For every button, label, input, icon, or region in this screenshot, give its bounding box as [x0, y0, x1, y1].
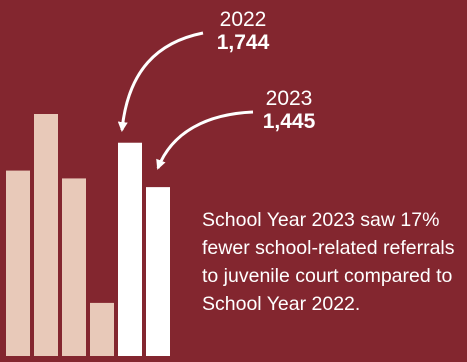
arrow-2023	[156, 110, 254, 170]
arrow-2022	[117, 31, 204, 132]
bar-4	[90, 302, 114, 356]
bar-5	[118, 142, 142, 356]
bar-2	[34, 114, 58, 356]
annotation-2023: 2023 1,445	[256, 87, 322, 133]
bars-group	[6, 114, 170, 356]
annotation-2022-year: 2022	[219, 8, 267, 31]
bar-1	[6, 170, 30, 356]
annotation-2022: 2022 1,744	[210, 8, 276, 54]
caption-text: School Year 2023 saw 17% fewer school-re…	[202, 209, 455, 315]
annotation-2022-value: 1,744	[216, 31, 270, 55]
annotation-2023-value: 1,445	[262, 110, 316, 134]
bar-3	[62, 178, 86, 356]
bar-6	[146, 187, 170, 356]
annotation-2023-year: 2023	[265, 87, 313, 110]
